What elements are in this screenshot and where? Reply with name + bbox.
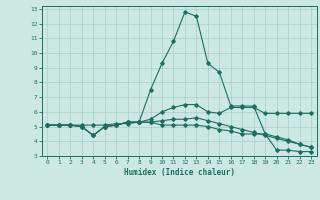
X-axis label: Humidex (Indice chaleur): Humidex (Indice chaleur) — [124, 168, 235, 177]
